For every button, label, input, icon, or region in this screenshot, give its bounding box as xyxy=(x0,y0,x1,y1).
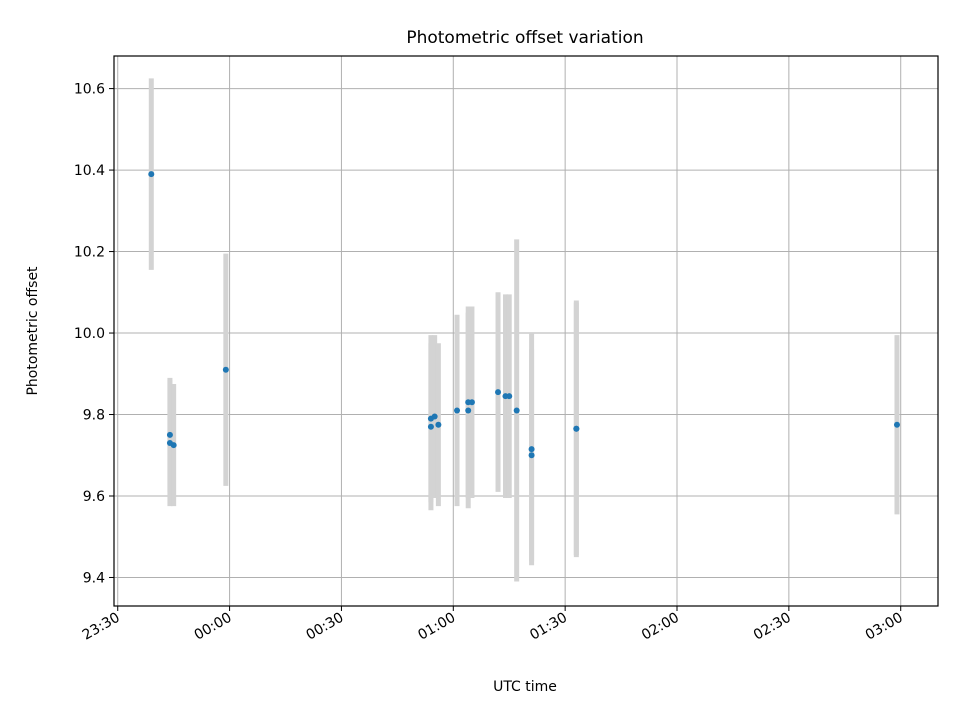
data-point xyxy=(431,413,438,420)
y-tick-label: 10.2 xyxy=(74,245,105,261)
y-tick-label: 10.4 xyxy=(74,163,105,179)
x-ticks: 23:30 00:00 00:30 01:00 01:30 02:00 02:30 03:00 xyxy=(80,606,906,644)
data-point xyxy=(222,366,229,373)
plot-frame xyxy=(113,55,939,607)
data-point xyxy=(513,407,520,414)
x-tick-label: 02:00 xyxy=(639,610,682,644)
y-tick-label: 9.6 xyxy=(83,489,105,505)
data-points xyxy=(148,171,900,459)
y-tick-label: 9.8 xyxy=(83,408,105,424)
data-point xyxy=(506,393,513,400)
data-point xyxy=(528,452,535,459)
chart-title: Photometric offset variation xyxy=(406,28,643,48)
data-point xyxy=(468,399,475,406)
data-point xyxy=(148,171,155,178)
y-tick-label: 10.6 xyxy=(74,82,105,98)
y-axis-label: Photometric offset xyxy=(25,266,41,396)
data-point xyxy=(573,425,580,432)
x-tick-label: 02:30 xyxy=(751,610,794,644)
data-point xyxy=(528,446,535,453)
y-ticks: 9.4 9.6 9.8 10.0 10.2 10.4 10.6 xyxy=(74,82,114,586)
error-bars xyxy=(148,78,900,582)
x-tick-label: 23:30 xyxy=(80,610,123,644)
data-point xyxy=(435,421,442,428)
y-tick-label: 9.4 xyxy=(83,570,105,586)
data-point xyxy=(427,423,434,430)
grid xyxy=(114,56,938,606)
data-point xyxy=(166,431,173,438)
x-tick-label: 00:00 xyxy=(192,610,235,644)
x-tick-label: 01:30 xyxy=(527,610,570,644)
data-point xyxy=(170,442,177,449)
data-point xyxy=(454,407,461,414)
x-tick-label: 01:00 xyxy=(415,610,458,644)
x-axis-label: UTC time xyxy=(493,679,557,695)
data-point xyxy=(495,389,502,396)
x-tick-label: 03:00 xyxy=(863,610,906,644)
y-tick-label: 10.0 xyxy=(74,326,105,342)
data-point xyxy=(465,407,472,414)
data-point xyxy=(893,421,900,428)
x-tick-label: 00:30 xyxy=(303,610,346,644)
